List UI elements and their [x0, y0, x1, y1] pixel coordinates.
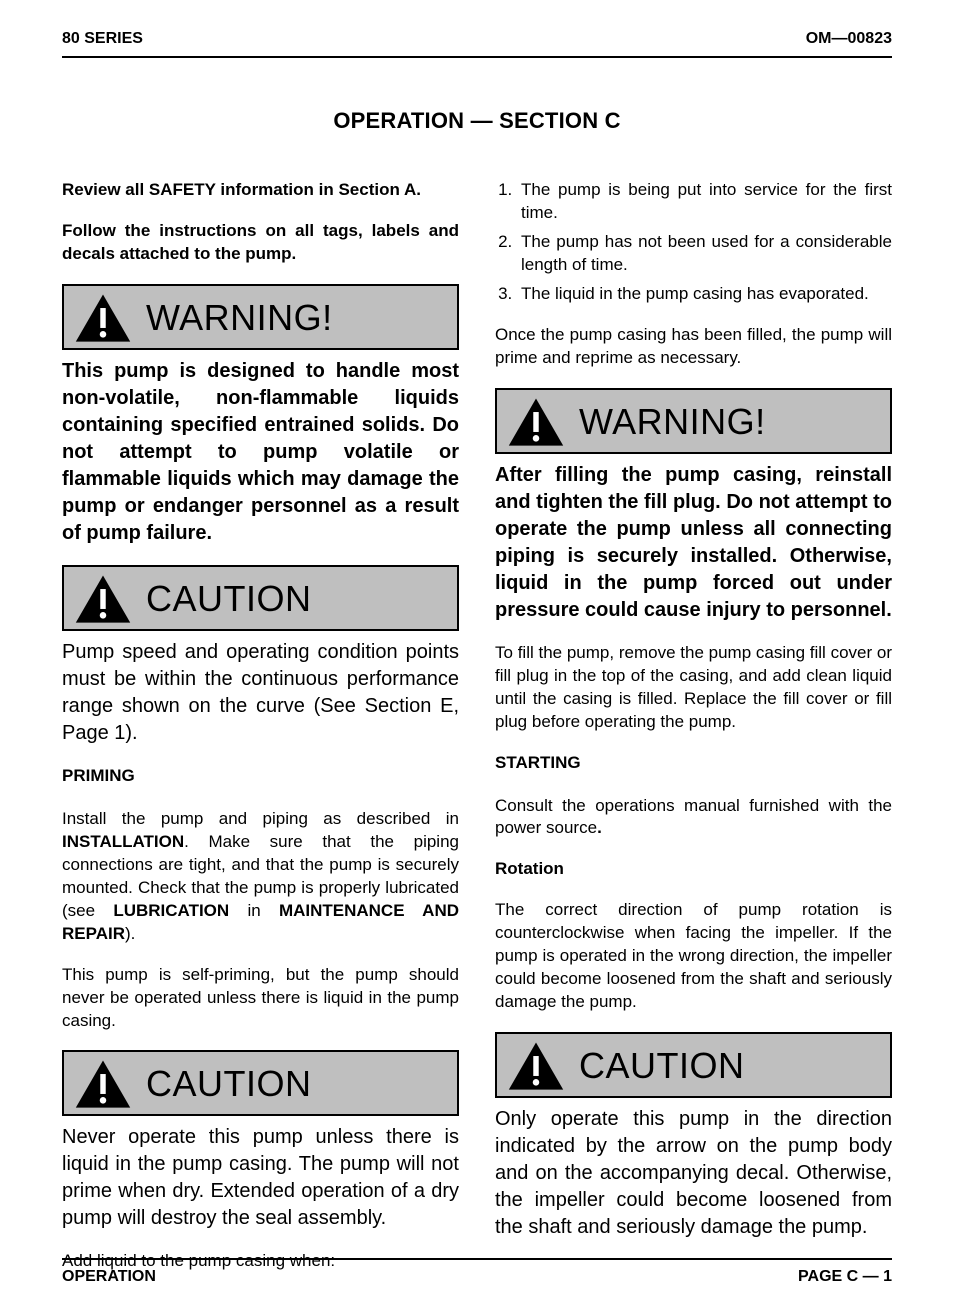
text: Consult the operations manual furnished …	[495, 796, 892, 838]
caution-box-3: CAUTION	[495, 1032, 892, 1098]
footer-left: OPERATION	[62, 1266, 156, 1288]
list-item: The pump is being put into service for t…	[517, 179, 892, 225]
caution-1-text: Pump speed and operating condition point…	[62, 639, 459, 747]
caution-3-text: Only operate this pump in the direction …	[495, 1106, 892, 1241]
fill-instruction: To fill the pump, remove the pump casing…	[495, 642, 892, 734]
warning-box-2: WARNING!	[495, 388, 892, 454]
starting-heading: STARTING	[495, 752, 892, 775]
footer-right: PAGE C — 1	[798, 1266, 892, 1288]
column-left: Review all SAFETY information in Section…	[62, 179, 459, 1291]
caution-label: CAUTION	[579, 1042, 745, 1091]
warning-icon	[74, 1058, 132, 1110]
intro-2: Follow the instructions on all tags, lab…	[62, 220, 459, 266]
warning-label: WARNING!	[579, 398, 766, 447]
warning-icon	[74, 573, 132, 625]
text-bold: LUBRICATION	[113, 901, 229, 920]
warning-1-text: This pump is designed to handle most non…	[62, 358, 459, 547]
warning-box-1: WARNING!	[62, 284, 459, 350]
caution-label: CAUTION	[146, 1060, 312, 1109]
priming-heading: PRIMING	[62, 765, 459, 788]
rotation-p: The correct direction of pump rotation i…	[495, 899, 892, 1014]
warning-icon	[507, 396, 565, 448]
column-right: The pump is being put into service for t…	[495, 179, 892, 1291]
starting-p: Consult the operations manual furnished …	[495, 795, 892, 841]
header-left: 80 SERIES	[62, 28, 143, 50]
priming-p1: Install the pump and piping as described…	[62, 808, 459, 946]
caution-box-2: CAUTION	[62, 1050, 459, 1116]
warning-icon	[74, 292, 132, 344]
text: in	[229, 901, 279, 920]
page: 80 SERIES OM—00823 OPERATION — SECTION C…	[0, 0, 954, 1311]
caution-box-1: CAUTION	[62, 565, 459, 631]
list-item: The liquid in the pump casing has evapor…	[517, 283, 892, 306]
text-bold: INSTALLATION	[62, 832, 184, 851]
page-header: 80 SERIES OM—00823	[62, 28, 892, 58]
priming-p2: This pump is self-priming, but the pump …	[62, 964, 459, 1033]
rotation-heading: Rotation	[495, 858, 892, 881]
text: ).	[125, 924, 135, 943]
after-list-p: Once the pump casing has been filled, th…	[495, 324, 892, 370]
section-title: OPERATION — SECTION C	[62, 106, 892, 136]
warning-icon	[507, 1040, 565, 1092]
header-right: OM—00823	[806, 28, 892, 50]
warning-2-text: After filling the pump casing, reinstall…	[495, 462, 892, 624]
two-column-body: Review all SAFETY information in Section…	[62, 179, 892, 1291]
text: Install the pump and piping as described…	[62, 809, 459, 828]
caution-label: CAUTION	[146, 575, 312, 624]
text-bold: .	[597, 818, 602, 837]
warning-label: WARNING!	[146, 294, 333, 343]
page-footer: OPERATION PAGE C — 1	[62, 1258, 892, 1288]
caution-2-text: Never operate this pump unless there is …	[62, 1124, 459, 1232]
when-list: The pump is being put into service for t…	[495, 179, 892, 306]
intro-1: Review all SAFETY information in Section…	[62, 179, 459, 202]
list-item: The pump has not been used for a conside…	[517, 231, 892, 277]
